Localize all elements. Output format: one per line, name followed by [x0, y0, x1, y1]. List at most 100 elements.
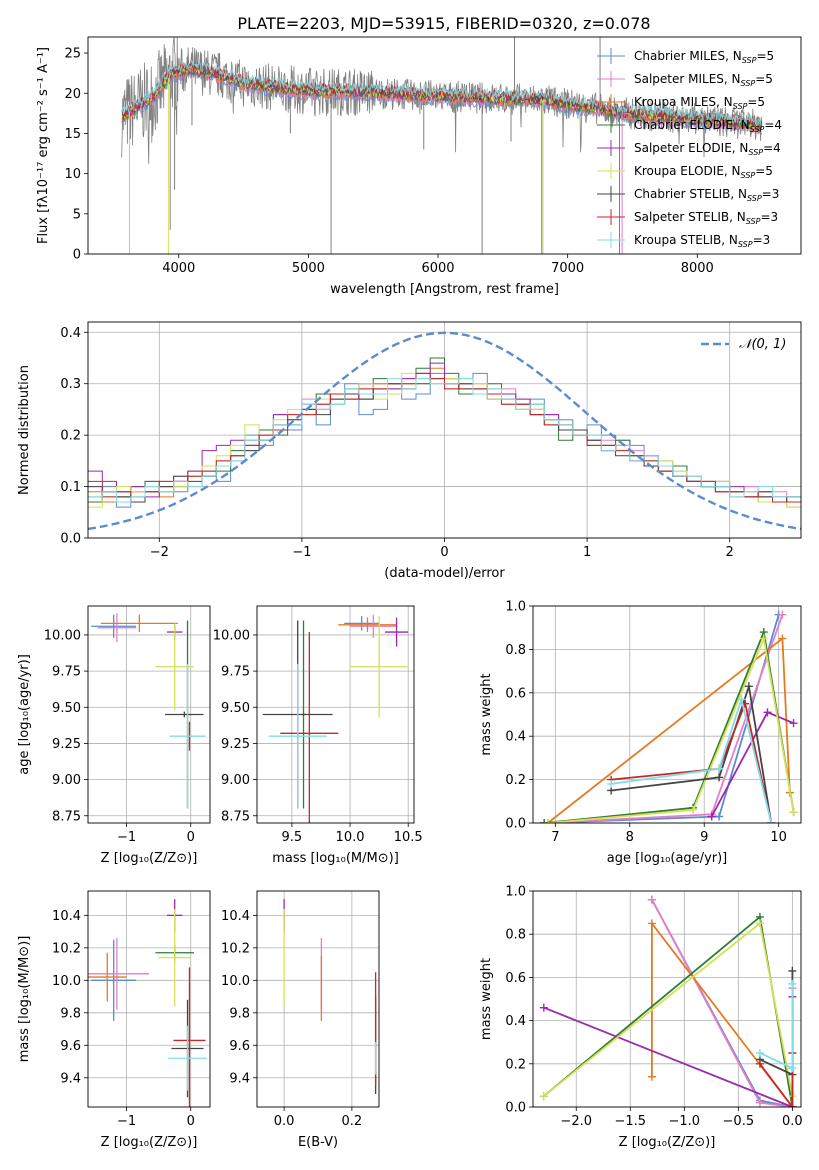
x-tick-label: 5000: [292, 261, 325, 276]
weight-line: [651, 899, 793, 1107]
weight-point: [763, 708, 772, 717]
legend-label: Salpeter STELIB, NSSP=3: [634, 210, 778, 226]
y-tick-label: 10.00: [44, 628, 81, 643]
legend-suffix: =5: [755, 72, 773, 86]
x-axis-label: Z [log₁₀(Z/Z⊙)]: [619, 1135, 716, 1150]
y-tick-label: 0.6: [505, 686, 526, 701]
axes-frame: [87, 605, 211, 824]
y-tick-label: 0.8: [505, 643, 526, 658]
weight-line: [651, 899, 794, 1107]
y-tick-label: 9.4: [229, 1071, 250, 1086]
weight-point: [778, 610, 787, 619]
x-tick-label: 7: [551, 830, 559, 845]
x-tick-label: 0: [187, 830, 195, 845]
y-tick-label: 0.2: [60, 429, 81, 444]
plot-area-weight_vs_age: [540, 610, 798, 823]
x-tick-label: 10.0: [336, 830, 365, 845]
legend-label: Salpeter MILES, NSSP=5: [634, 72, 773, 88]
x-tick-label: 6000: [421, 261, 454, 276]
legend-subscript: SSP: [741, 79, 756, 88]
y-tick-label: 0.6: [505, 971, 526, 986]
y-tick-label: 0.0: [505, 817, 526, 832]
x-tick-label: −1: [117, 1114, 136, 1129]
x-tick-label: 0.0: [782, 1114, 803, 1129]
weight-point: [540, 819, 549, 823]
legend-subscript: SSP: [747, 194, 762, 203]
spectrum-legend: Chabrier MILES, NSSP=5 Salpeter MILES, NS…: [597, 48, 782, 249]
y-tick-label: 9.50: [221, 701, 250, 716]
weight-point: [539, 1003, 548, 1012]
y-tick-label: 0.4: [505, 730, 526, 745]
y-axis-label: Normed distribution: [17, 365, 32, 495]
legend-subscript: SSP: [746, 217, 761, 226]
model-spectrum: [121, 60, 763, 126]
panel-residuals: −2 −1 0 1 2 0.0 0.1 0.2 0.3 0.4 (data-model)/error…: [17, 321, 802, 581]
y-tick-label: 10.0: [221, 974, 250, 989]
legend-suffix: =3: [753, 233, 771, 247]
x-axis-label: wavelength [Angstrom, rest frame]: [330, 282, 559, 297]
y-tick-label: 15: [64, 127, 81, 142]
y-tick-label: 8.75: [52, 809, 81, 824]
weight-line: [611, 700, 773, 823]
y-tick-label: 9.00: [52, 773, 81, 788]
x-axis-label: E(B-V): [298, 1135, 338, 1150]
y-tick-label: 10: [64, 167, 81, 182]
legend-label: Chabrier ELODIE, NSSP=4: [634, 118, 782, 134]
legend-label: Chabrier MILES, NSSP=5: [634, 49, 774, 65]
weight-point: [647, 895, 656, 904]
axes-frame: [532, 605, 802, 824]
axes-frame: [256, 890, 380, 1108]
plot-area-weight_vs_Z: [539, 895, 797, 1107]
legend-label: 𝒩(0, 1): [739, 337, 786, 352]
y-tick-label: 10.0: [52, 974, 81, 989]
weight-point: [767, 819, 776, 823]
weight-point: [788, 1064, 797, 1073]
x-tick-label: −0.5: [723, 1114, 755, 1129]
y-tick-label: 0.2: [505, 1057, 526, 1072]
panel-weight_vs_Z: −2.0 −1.5 −1.0 −0.5 0.0 0.0 0.2 0.4 0.6 0.8 1.0 Z […: [479, 885, 803, 1151]
y-tick-label: 10.4: [52, 909, 81, 924]
y-tick-label: 9.75: [221, 665, 250, 680]
legend-label: Salpeter ELODIE, NSSP=4: [634, 141, 781, 157]
weight-point: [744, 682, 753, 691]
axes-frame: [87, 890, 211, 1108]
x-axis-label: Z [log₁₀(Z/Z⊙)]: [101, 851, 198, 866]
legend-label: Kroupa ELODIE, NSSP=5: [634, 164, 773, 180]
y-tick-label: 5: [73, 207, 81, 222]
weight-point: [788, 979, 797, 988]
y-tick-label: 0.1: [60, 480, 81, 495]
x-tick-label: 7000: [551, 261, 584, 276]
y-tick-label: 1.0: [505, 600, 526, 615]
y-tick-label: 0.8: [505, 928, 526, 943]
weight-point: [759, 634, 768, 643]
x-axis-label: Z [log₁₀(Z/Z⊙)]: [101, 1135, 198, 1150]
panel-age_vs_Z: −1 0 8.75 9.00 9.25 9.50 9.75 10.00 Z [log₁₀(Z/Z…: [17, 605, 211, 866]
legend-subscript: SSP: [742, 56, 757, 65]
weight-point: [689, 805, 698, 814]
legend-subscript: SSP: [738, 240, 753, 249]
x-tick-label: 0.2: [342, 1114, 363, 1129]
normal-curve: [88, 331, 801, 531]
legend-label: Kroupa STELIB, NSSP=3: [634, 233, 770, 249]
y-tick-label: 0.0: [505, 1101, 526, 1116]
legend-subscript: SSP: [733, 102, 748, 111]
plot-area-spectrum: [121, 37, 763, 254]
x-tick-label: −1: [117, 830, 136, 845]
y-tick-label: 9.25: [221, 737, 250, 752]
y-tick-label: 10.2: [52, 941, 81, 956]
x-tick-label: −2.0: [560, 1114, 592, 1129]
x-tick-label: −2: [150, 545, 169, 560]
x-tick-label: 1: [583, 545, 591, 560]
weight-point: [789, 808, 798, 817]
weight-point: [715, 812, 724, 821]
legend-subscript: SSP: [741, 171, 756, 180]
weight-point: [647, 1072, 656, 1081]
plots-layer: 4000 5000 6000 7000 80000510152025wavelength…: [17, 36, 803, 1150]
x-tick-label: 9: [700, 830, 708, 845]
y-tick-label: 9.50: [52, 701, 81, 716]
x-tick-label: 9.5: [282, 830, 303, 845]
y-tick-label: 20: [64, 87, 81, 102]
y-tick-label: 1.0: [505, 885, 526, 900]
x-tick-label: 4000: [162, 261, 195, 276]
